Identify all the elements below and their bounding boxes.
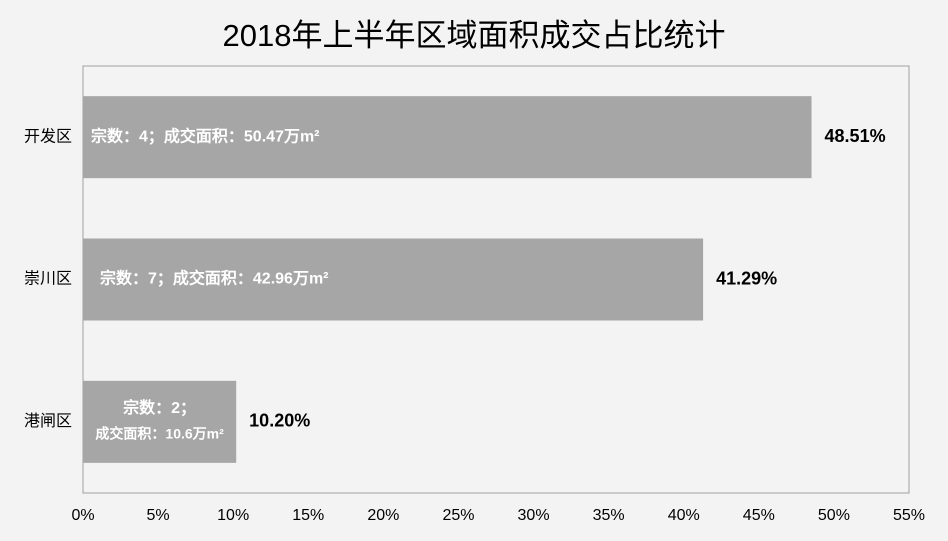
x-tick-label: 55%	[893, 507, 925, 524]
y-tick-label: 开发区	[24, 127, 72, 145]
value-label: 48.51%	[825, 126, 886, 146]
bar-annotation: 宗数：7；成交面积：42.96万m²	[100, 269, 329, 288]
x-tick-label: 20%	[367, 507, 399, 524]
x-tick-label: 15%	[292, 507, 324, 524]
value-label: 41.29%	[716, 268, 777, 288]
value-label: 10.20%	[249, 411, 310, 431]
x-tick-label: 30%	[518, 507, 550, 524]
bar	[83, 96, 812, 179]
bar	[83, 238, 704, 321]
x-tick-label: 10%	[217, 507, 249, 524]
x-tick-label: 5%	[147, 507, 170, 524]
x-tick-label: 50%	[818, 507, 850, 524]
x-tick-label: 40%	[668, 507, 700, 524]
x-tick-label: 0%	[71, 507, 94, 524]
bar	[83, 380, 237, 463]
x-tick-label: 25%	[442, 507, 474, 524]
bar-annotation: 宗数：2；	[123, 398, 196, 417]
chart-title: 2018年上半年区域面积成交占比统计	[223, 18, 726, 53]
x-tick-label: 35%	[593, 507, 625, 524]
bar-annotation: 宗数：4；成交面积：50.47万m²	[91, 126, 320, 145]
bar-annotation: 成交面积：10.6万m²	[95, 426, 224, 442]
y-tick-label: 崇川区	[24, 270, 72, 288]
y-tick-label: 港闸区	[24, 412, 72, 430]
x-tick-label: 45%	[743, 507, 775, 524]
